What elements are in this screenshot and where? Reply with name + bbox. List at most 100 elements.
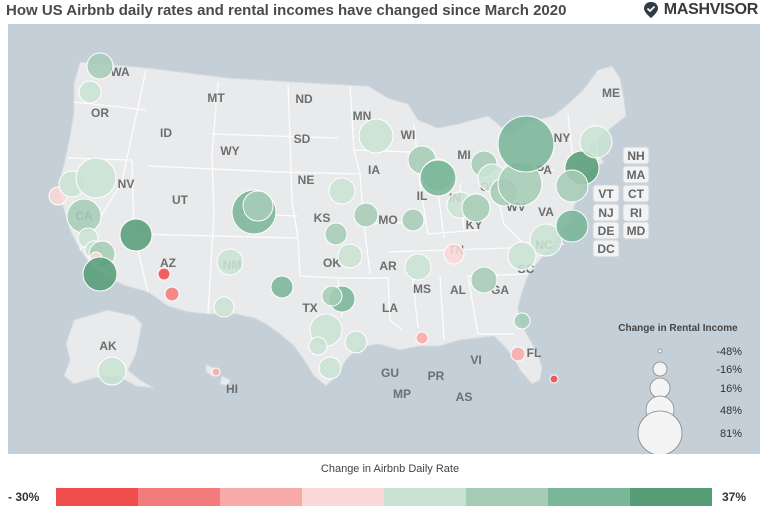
size-legend-label: -48% xyxy=(716,346,742,358)
marker-san-diego[interactable] xyxy=(82,256,118,292)
state-label-mo: MO xyxy=(378,213,397,227)
state-label-me: ME xyxy=(602,86,620,100)
state-label-gu: GU xyxy=(381,366,399,380)
state-label-fl: FL xyxy=(527,346,542,360)
marker-ks-south[interactable] xyxy=(324,222,348,246)
marker-tx-south[interactable] xyxy=(308,336,328,356)
marker-carolina[interactable] xyxy=(507,241,537,271)
state-box-bg xyxy=(592,184,620,203)
state-label-sd: SD xyxy=(294,132,311,146)
state-box-label: MA xyxy=(627,168,646,182)
state-label-nv: NV xyxy=(118,177,135,191)
state-box-vt: VT xyxy=(592,184,620,203)
us-map[interactable]: WAORMTNDIDMNSDWYWIMINYMENVNEIAUTCACOILIN… xyxy=(8,24,760,454)
marker-nj[interactable] xyxy=(555,169,589,203)
state-label-ms: MS xyxy=(413,282,431,296)
state-label-nd: ND xyxy=(295,92,313,106)
state-label-wa: WA xyxy=(110,65,130,79)
state-box-nh: NH xyxy=(622,146,650,165)
state-label-id: ID xyxy=(160,126,172,140)
state-label-ks: KS xyxy=(314,211,331,225)
page-title: How US Airbnb daily rates and rental inc… xyxy=(6,2,567,19)
color-legend-scale xyxy=(56,488,712,506)
state-box-label: DC xyxy=(597,242,615,256)
northeast-state-boxes: NH MA VT CT NJ RI DE MD DC xyxy=(592,146,650,258)
marker-bay-area[interactable] xyxy=(66,198,102,234)
state-label-or: OR xyxy=(91,106,109,120)
marker-st-louis[interactable] xyxy=(401,208,425,232)
marker-az-south[interactable] xyxy=(213,296,235,318)
state-label-vi: VI xyxy=(470,353,481,367)
state-label-al: AL xyxy=(450,283,466,297)
alaska-shape xyxy=(63,309,155,389)
state-box-label: RI xyxy=(630,206,642,220)
color-legend-swatch-4 xyxy=(302,488,384,506)
marker-memphis[interactable] xyxy=(443,243,465,265)
state-label-mi: MI xyxy=(457,148,470,162)
state-box-ma: MA xyxy=(622,165,650,184)
marker-wa-south[interactable] xyxy=(78,80,102,104)
size-legend-title: Change in Rental Income xyxy=(618,323,738,334)
state-label-ia: IA xyxy=(368,163,380,177)
state-label-il: IL xyxy=(417,189,428,203)
marker-ky[interactable] xyxy=(461,193,491,223)
location-pin-icon xyxy=(643,2,658,18)
marker-new-york[interactable] xyxy=(497,115,555,173)
marker-miami[interactable] xyxy=(549,374,559,384)
marker-nm[interactable] xyxy=(216,248,244,276)
marker-dc[interactable] xyxy=(529,223,563,257)
color-legend-min-label: - 30% xyxy=(8,490,40,504)
marker-seattle[interactable] xyxy=(86,52,114,80)
size-legend-circle xyxy=(657,348,663,354)
size-legend-label: 48% xyxy=(720,405,742,417)
marker-orlando[interactable] xyxy=(510,346,526,362)
marker-boston[interactable] xyxy=(579,125,613,159)
color-legend-swatch-2 xyxy=(138,488,220,506)
state-label-ok: OK xyxy=(323,256,341,270)
state-label-wy: WY xyxy=(220,144,239,158)
size-legend: Change in Rental Income -48% -16% 16% 48% 81% xyxy=(618,323,742,454)
marker-dallas-2[interactable] xyxy=(321,285,343,307)
color-legend-swatch-5 xyxy=(384,488,466,506)
marker-minneapolis[interactable] xyxy=(358,118,394,154)
marker-alaska[interactable] xyxy=(97,356,127,386)
marker-tucson[interactable] xyxy=(164,286,180,302)
marker-hawaii[interactable] xyxy=(211,367,221,377)
marker-tx-rgv[interactable] xyxy=(318,356,342,380)
marker-atlanta[interactable] xyxy=(470,266,498,294)
color-legend-max-label: 37% xyxy=(722,490,747,504)
land-layer xyxy=(57,61,627,389)
state-label-pr: PR xyxy=(428,369,445,383)
state-box-ri: RI xyxy=(622,203,650,222)
marker-ar[interactable] xyxy=(404,253,432,281)
state-box-label: MD xyxy=(627,224,646,238)
color-legend-swatch-3 xyxy=(220,488,302,506)
marker-houston[interactable] xyxy=(344,330,368,354)
marker-michigan[interactable] xyxy=(419,159,457,197)
marker-kc[interactable] xyxy=(353,202,379,228)
marker-vegas[interactable] xyxy=(119,218,153,252)
size-legend-label: 81% xyxy=(720,428,742,440)
marker-jacksonville[interactable] xyxy=(513,312,531,330)
marker-phoenix[interactable] xyxy=(157,267,171,281)
marker-ok[interactable] xyxy=(337,243,363,269)
state-label-tx: TX xyxy=(302,301,317,315)
marker-virginia-beach[interactable] xyxy=(555,209,589,243)
marker-tx-north[interactable] xyxy=(270,275,294,299)
state-box-md: MD xyxy=(622,221,650,240)
state-label-wi: WI xyxy=(401,128,416,142)
size-legend-label: 16% xyxy=(720,383,742,395)
marker-denver-2[interactable] xyxy=(242,190,274,222)
marker-new-orleans[interactable] xyxy=(415,331,429,345)
size-legend-circle xyxy=(637,410,683,454)
size-legend-label: -16% xyxy=(716,364,742,376)
state-label-mp: MP xyxy=(393,387,411,401)
marker-ne-kansas[interactable] xyxy=(328,177,356,205)
brand-logo[interactable]: MASHVISOR xyxy=(642,1,758,19)
marker-tahoe[interactable] xyxy=(75,157,117,199)
brand-logo-text: MASHVISOR xyxy=(663,1,759,18)
state-box-bg xyxy=(622,221,650,240)
color-legend-swatch-6 xyxy=(466,488,548,506)
state-box-de: DE xyxy=(592,221,620,240)
state-label-hi: HI xyxy=(226,382,238,396)
